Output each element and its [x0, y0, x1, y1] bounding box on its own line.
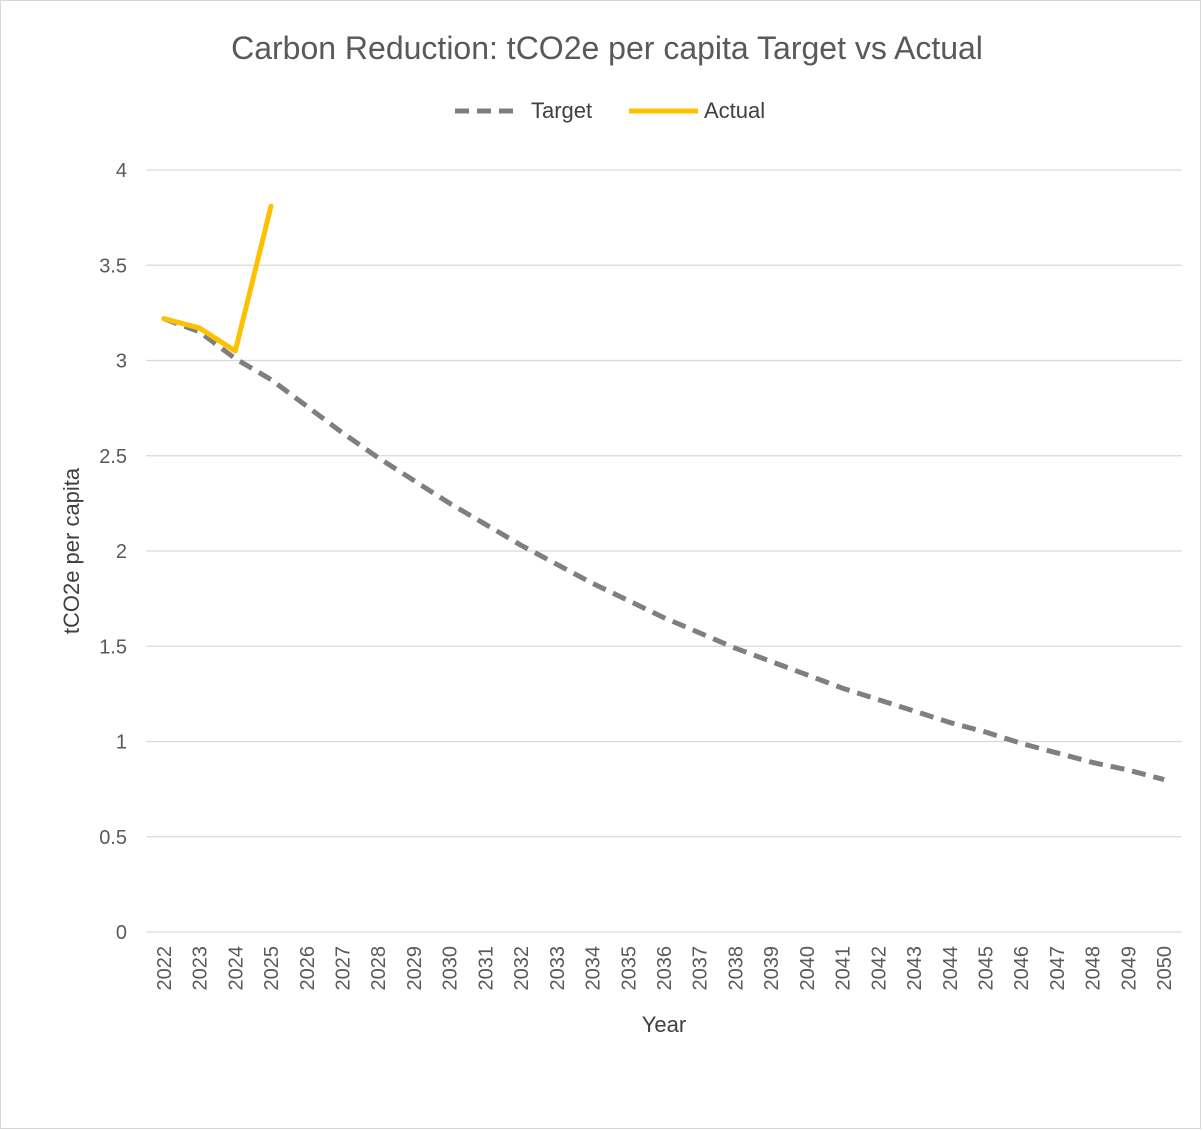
x-tick-label: 2025 — [261, 946, 283, 991]
x-tick-label: 2027 — [332, 946, 354, 991]
x-tick-label: 2030 — [440, 946, 462, 991]
x-tick-label: 2046 — [1011, 946, 1033, 991]
x-tick-label: 2049 — [1118, 946, 1140, 991]
x-tick-label: 2038 — [725, 946, 747, 991]
y-tick-label: 1.5 — [99, 636, 127, 658]
x-tick-label: 2047 — [1047, 946, 1069, 991]
x-tick-label: 2026 — [297, 946, 319, 991]
x-axis-title: Year — [642, 1012, 686, 1037]
x-tick-label: 2048 — [1083, 946, 1105, 991]
y-tick-label: 3 — [116, 351, 127, 373]
x-tick-label: 2044 — [940, 946, 962, 991]
x-tick-label: 2037 — [690, 946, 712, 991]
chart-title: Carbon Reduction: tCO2e per capita Targe… — [231, 30, 983, 66]
x-tick-label: 2050 — [1154, 946, 1176, 991]
x-tick-label: 2029 — [404, 946, 426, 991]
x-tick-label: 2035 — [618, 946, 640, 991]
x-tick-label: 2028 — [368, 946, 390, 991]
legend-target-label: Target — [531, 98, 592, 123]
y-tick-label: 2.5 — [99, 446, 127, 468]
series-line-actual — [161, 203, 274, 354]
series — [161, 203, 1165, 783]
y-axis-title: tCO2e per capita — [59, 467, 84, 634]
y-tick-label: 1 — [116, 732, 127, 754]
x-tick-label: 2042 — [868, 946, 890, 991]
x-axis-ticks: 2022 2023 2024 2025 2026 2027 2028 2029 2030 2031… — [154, 946, 1176, 991]
x-tick-label: 2045 — [976, 946, 998, 991]
x-tick-label: 2034 — [583, 946, 605, 991]
x-tick-label: 2036 — [654, 946, 676, 991]
x-tick-label: 2033 — [547, 946, 569, 991]
x-tick-label: 2039 — [761, 946, 783, 991]
y-tick-label: 0.5 — [99, 827, 127, 849]
x-tick-label: 2022 — [154, 946, 176, 991]
series-line-target — [163, 316, 1165, 783]
y-tick-label: 2 — [116, 541, 127, 563]
y-tick-label: 4 — [116, 160, 127, 182]
y-tick-label: 0 — [116, 922, 127, 944]
x-tick-label: 2041 — [833, 946, 855, 991]
gridlines — [146, 169, 1182, 933]
y-tick-label: 3.5 — [99, 255, 127, 277]
legend-actual-label: Actual — [704, 98, 765, 123]
x-tick-label: 2040 — [797, 946, 819, 991]
x-tick-label: 2031 — [475, 946, 497, 991]
x-tick-label: 2024 — [225, 946, 247, 991]
y-axis-ticks: 0 0.5 1 1.5 2 2.5 3 3.5 4 — [99, 160, 127, 944]
legend: Target Actual — [455, 98, 765, 123]
x-tick-label: 2043 — [904, 946, 926, 991]
x-tick-label: 2023 — [190, 946, 212, 991]
x-tick-label: 2032 — [511, 946, 533, 991]
